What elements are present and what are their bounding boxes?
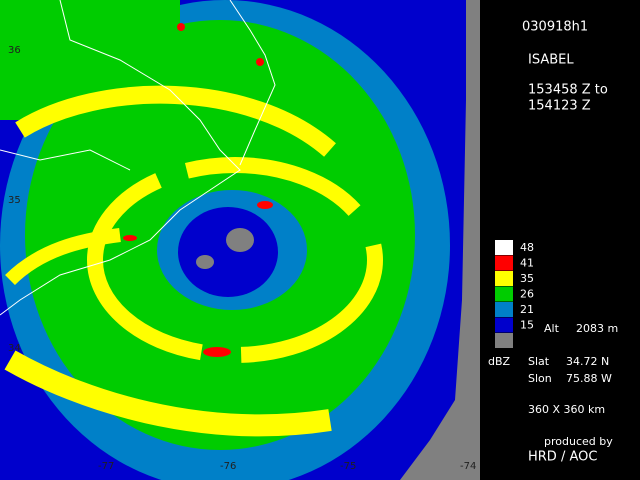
legend-unit: dBZ — [488, 355, 511, 368]
credit-line2: HRD / AOC — [528, 450, 597, 465]
slon-value: 75.88 W — [566, 372, 612, 385]
storm-name: ISABEL — [528, 53, 574, 68]
echo-35-band — [4, 350, 332, 437]
echo-41 — [256, 58, 264, 66]
lon-label: -75 — [340, 461, 356, 472]
legend-label: 15 — [520, 319, 534, 332]
lon-label: -74 — [460, 461, 476, 472]
slat-value: 34.72 N — [566, 355, 609, 368]
alt-label: Alt — [544, 322, 560, 335]
state-border — [0, 149, 131, 171]
time-end: 154123 Z — [528, 99, 591, 114]
echo-41 — [203, 347, 231, 357]
alt-value: 2083 m — [576, 322, 618, 335]
no-data — [400, 0, 480, 480]
no-data-eye — [196, 255, 214, 269]
radar-map — [0, 0, 480, 480]
credit-line1: produced by — [544, 435, 613, 448]
coastline — [0, 0, 241, 316]
lat-label: 36 — [8, 45, 21, 56]
lat-label: 35 — [8, 195, 21, 206]
legend-label: 21 — [520, 303, 534, 316]
lon-label: -76 — [220, 461, 236, 472]
legend-swatch — [495, 333, 513, 348]
lon-label: -77 — [98, 461, 114, 472]
legend-swatch — [495, 240, 513, 255]
legend-label: 26 — [520, 288, 534, 301]
legend-swatch — [495, 255, 513, 271]
legend-label: 48 — [520, 241, 534, 254]
slat-label: Slat — [528, 355, 550, 368]
legend-swatch — [495, 302, 513, 317]
flight-id: 030918h1 — [522, 20, 588, 35]
legend-swatch — [495, 317, 513, 333]
no-data-eye — [226, 228, 254, 252]
echo-15-eye — [178, 207, 278, 297]
legend: 48 41 35 26 21 15 — [495, 240, 534, 348]
legend-swatch — [495, 271, 513, 286]
echo-35-band — [5, 228, 121, 286]
lat-label: 34 — [8, 343, 21, 354]
coastline — [229, 0, 276, 166]
time-start: 153458 Z to — [528, 83, 608, 98]
slon-label: Slon — [528, 372, 552, 385]
echo-41 — [177, 23, 185, 31]
echo-41 — [257, 201, 273, 209]
extent: 360 X 360 km — [528, 403, 605, 416]
legend-label: 35 — [520, 272, 534, 285]
legend-label: 41 — [520, 257, 534, 270]
echo-41 — [123, 235, 137, 241]
legend-swatch — [495, 286, 513, 302]
